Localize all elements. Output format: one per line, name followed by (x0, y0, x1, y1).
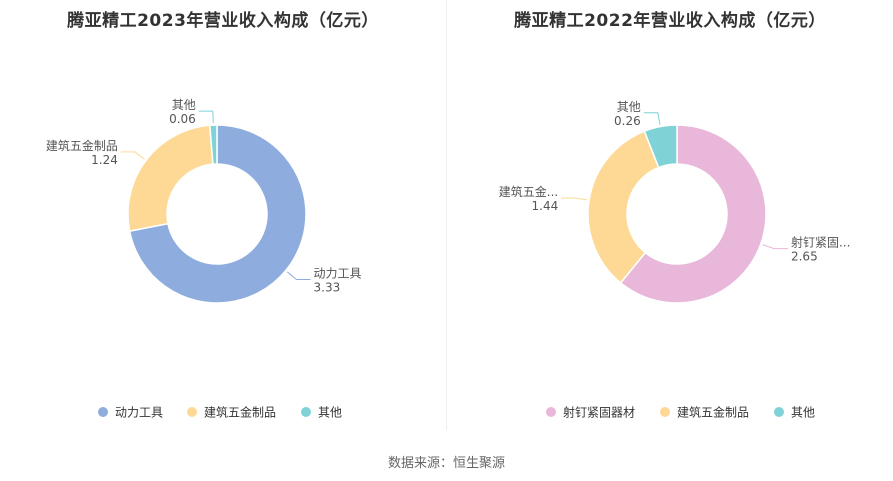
data-source-note: 数据来源：恒生聚源 (387, 456, 505, 471)
legend-marker-0-1 (187, 407, 197, 417)
legend-marker-1-1 (660, 407, 670, 417)
donut-slice-0-2 (208, 124, 218, 165)
legend-marker-1-2 (774, 407, 784, 417)
legend-label-0-1: 建筑五金制品 (204, 405, 276, 420)
chart-title-2022: 腾亚精工2022年营业收入构成（亿元） (514, 11, 826, 31)
slice-label-1-2: 其他 (617, 100, 641, 114)
leader-line-0-2 (198, 110, 214, 124)
slice-label-1-1: 建筑五金... (499, 184, 558, 199)
slice-value-0-0: 3.33 (314, 280, 341, 294)
legend-marker-1-0 (546, 407, 556, 417)
slice-value-0-1: 1.24 (91, 153, 118, 167)
legend-label-1-0: 射钉紧固器材 (563, 405, 635, 420)
legend-marker-0-2 (301, 407, 311, 417)
slice-value-1-1: 1.44 (532, 199, 559, 213)
slice-label-0-0: 动力工具 (314, 266, 362, 280)
legend-label-1-1: 建筑五金制品 (677, 405, 749, 420)
leader-line-0-0 (286, 271, 311, 280)
donut-slice-0-1 (127, 124, 214, 232)
slice-value-1-0: 2.65 (791, 250, 818, 264)
leader-line-0-1 (120, 151, 145, 160)
panel-divider (446, 0, 447, 430)
donut-slice-1-1 (587, 130, 660, 284)
leader-line-1-2 (643, 112, 661, 125)
slice-label-0-1: 建筑五金制品 (46, 138, 118, 153)
legend-label-0-0: 动力工具 (115, 406, 163, 420)
chart-title-2023: 腾亚精工2023年营业收入构成（亿元） (67, 11, 379, 31)
legend-marker-0-0 (98, 407, 108, 417)
leader-line-1-1 (561, 197, 588, 201)
legend-label-0-2: 其他 (318, 406, 342, 420)
donut-slice-1-2 (643, 124, 678, 169)
slice-label-1-0: 射钉紧固... (791, 235, 850, 250)
leader-line-1-0 (762, 244, 788, 250)
donut-slice-0-0 (128, 124, 307, 304)
slice-value-1-2: 0.26 (614, 114, 641, 128)
slice-value-0-2: 0.06 (169, 112, 196, 126)
legend-label-1-2: 其他 (791, 406, 815, 420)
slice-label-0-2: 其他 (172, 98, 196, 112)
donut-slice-1-0 (619, 124, 767, 304)
